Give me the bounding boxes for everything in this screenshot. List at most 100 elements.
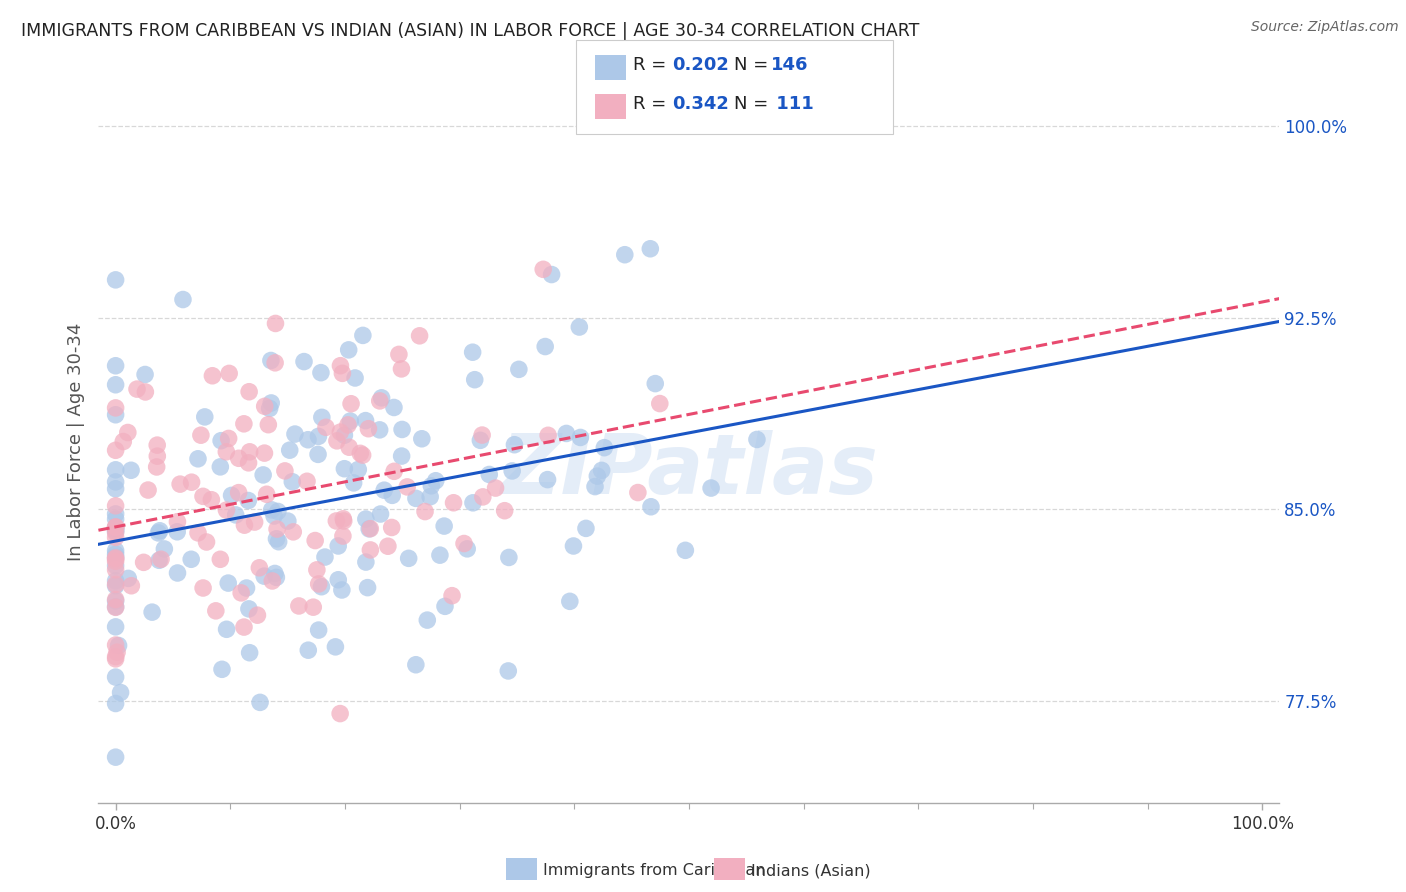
Point	[146, 438, 169, 452]
Point	[247, 561, 270, 575]
Point	[104, 750, 127, 764]
Text: R =: R =	[633, 56, 672, 74]
Point	[134, 368, 156, 382]
Point	[391, 449, 413, 463]
Point	[359, 543, 381, 558]
Point	[325, 640, 347, 654]
Point	[478, 467, 501, 482]
Point	[112, 434, 135, 449]
Point	[166, 524, 188, 539]
Point	[260, 353, 283, 368]
Point	[464, 373, 486, 387]
Point	[104, 520, 127, 534]
Point	[330, 582, 353, 597]
Point	[297, 643, 319, 657]
Point	[104, 273, 127, 287]
Point	[311, 580, 333, 594]
Point	[267, 534, 290, 549]
Point	[191, 581, 214, 595]
Point	[453, 536, 475, 550]
Point	[307, 447, 329, 461]
Point	[149, 524, 172, 538]
Point	[381, 488, 404, 502]
Point	[339, 414, 361, 428]
Point	[419, 490, 441, 504]
Point	[238, 493, 260, 508]
Point	[249, 695, 271, 709]
Text: ZIPatlas: ZIPatlas	[501, 430, 877, 511]
Point	[315, 420, 337, 434]
Point	[132, 555, 155, 569]
Point	[302, 600, 325, 615]
Point	[117, 571, 139, 585]
Point	[484, 481, 506, 495]
Point	[146, 449, 169, 463]
Point	[141, 605, 163, 619]
Text: Source: ZipAtlas.com: Source: ZipAtlas.com	[1251, 20, 1399, 34]
Point	[405, 657, 427, 672]
Point	[225, 508, 247, 522]
Point	[259, 401, 281, 416]
Point	[239, 445, 262, 459]
Point	[370, 507, 392, 521]
Point	[575, 521, 598, 535]
Point	[104, 463, 127, 477]
Point	[104, 443, 127, 458]
Point	[281, 475, 304, 489]
Point	[104, 512, 127, 526]
Point	[267, 504, 290, 518]
Point	[332, 367, 354, 381]
Point	[329, 706, 352, 721]
Point	[172, 293, 194, 307]
Point	[700, 481, 723, 495]
Point	[238, 456, 260, 470]
Point	[398, 551, 420, 566]
Point	[104, 652, 127, 666]
Point	[104, 649, 127, 664]
Point	[347, 462, 370, 476]
Point	[228, 451, 250, 466]
Point	[104, 507, 127, 521]
Point	[354, 555, 377, 569]
Point	[340, 397, 363, 411]
Point	[104, 554, 127, 568]
Point	[583, 480, 606, 494]
Point	[391, 362, 413, 376]
Point	[148, 525, 170, 540]
Point	[266, 522, 288, 536]
Point	[110, 685, 132, 699]
Point	[745, 433, 768, 447]
Point	[239, 646, 262, 660]
Point	[136, 483, 159, 497]
Point	[309, 366, 332, 380]
Point	[277, 514, 299, 528]
Point	[218, 367, 240, 381]
Point	[305, 563, 328, 577]
Point	[104, 592, 127, 607]
Point	[388, 347, 411, 361]
Point	[263, 508, 285, 523]
Point	[266, 570, 288, 584]
Point	[359, 522, 381, 536]
Point	[326, 434, 349, 448]
Point	[382, 401, 405, 415]
Point	[104, 377, 127, 392]
Point	[498, 664, 520, 678]
Point	[235, 581, 257, 595]
Point	[534, 340, 557, 354]
Point	[640, 242, 662, 256]
Point	[209, 459, 232, 474]
Point	[169, 477, 191, 491]
Point	[332, 514, 354, 528]
Point	[357, 422, 380, 436]
Point	[337, 343, 360, 357]
Point	[354, 512, 377, 526]
Point	[262, 574, 284, 588]
Point	[233, 620, 256, 634]
Point	[471, 490, 494, 504]
Point	[336, 417, 359, 432]
Point	[373, 483, 395, 498]
Point	[640, 500, 662, 514]
Point	[209, 434, 232, 448]
Point	[562, 539, 585, 553]
